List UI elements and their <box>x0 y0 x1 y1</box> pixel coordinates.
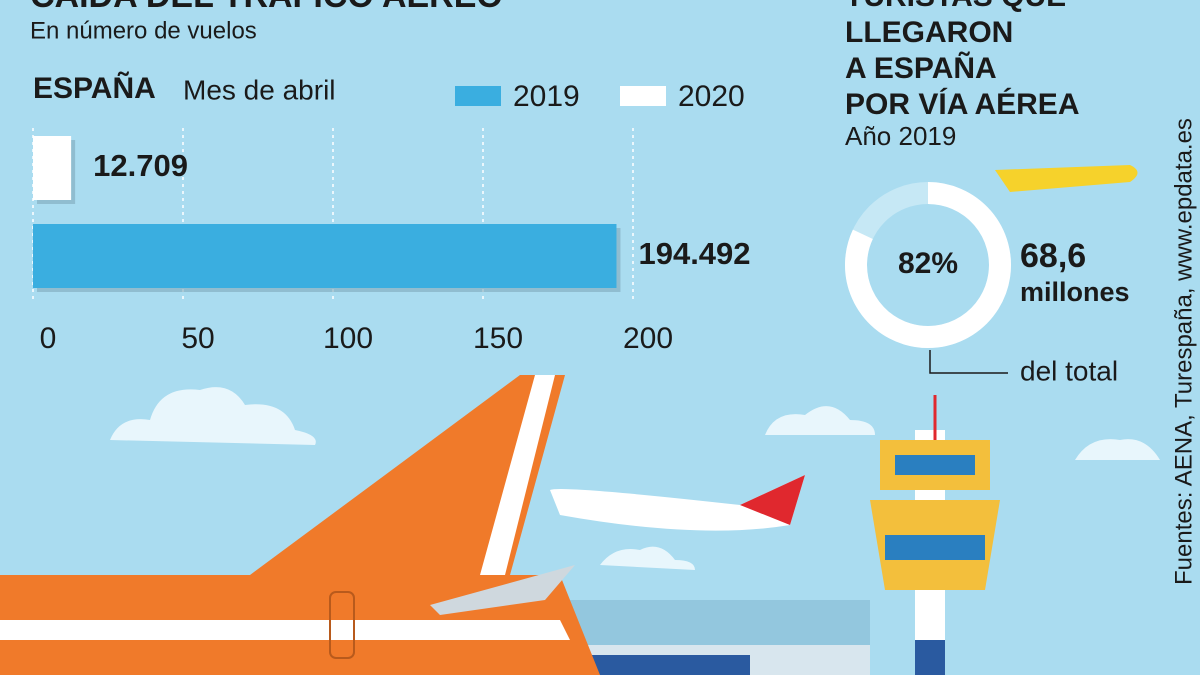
donut-title: TURISTAS QUE <box>845 0 1066 13</box>
donut-title: LLEGARON <box>845 16 1013 49</box>
donut-value-label: 82% <box>898 247 958 280</box>
note-leader <box>929 350 1008 374</box>
donut-subtitle: Año 2019 <box>845 121 956 151</box>
donut-note: del total <box>1020 355 1118 386</box>
bar <box>33 136 72 200</box>
legend-swatch <box>620 86 666 106</box>
legend-label: 2019 <box>513 80 580 113</box>
x-tick-label: 200 <box>623 322 673 355</box>
scene <box>0 165 1160 675</box>
x-tick-label: 100 <box>323 322 373 355</box>
value-label: 12.709 <box>93 148 188 183</box>
category-label: ESPAÑA <box>33 71 156 105</box>
donut-title: A ESPAÑA <box>845 51 997 85</box>
donut-title: POR VÍA AÉREA <box>845 87 1079 121</box>
value-label: 194.492 <box>638 236 750 271</box>
donut-annotation: 68,6 <box>1020 237 1086 275</box>
chart-title: CAÍDA DEL TRÁFICO AÉREO <box>30 0 503 15</box>
period-label: Mes de abril <box>183 74 336 105</box>
bar <box>33 224 617 288</box>
x-tick-label: 50 <box>181 322 214 355</box>
x-tick-label: 0 <box>40 322 57 355</box>
source: Fuentes: AENA, Turespaña, www.epdata.es <box>1170 118 1197 585</box>
x-tick-label: 150 <box>473 322 523 355</box>
donut-segment <box>845 182 1011 348</box>
chart-subtitle: En número de vuelos <box>30 17 257 44</box>
legend-label: 2020 <box>678 80 745 113</box>
legend-swatch <box>455 86 501 106</box>
donut-annotation-unit: millones <box>1020 277 1130 307</box>
